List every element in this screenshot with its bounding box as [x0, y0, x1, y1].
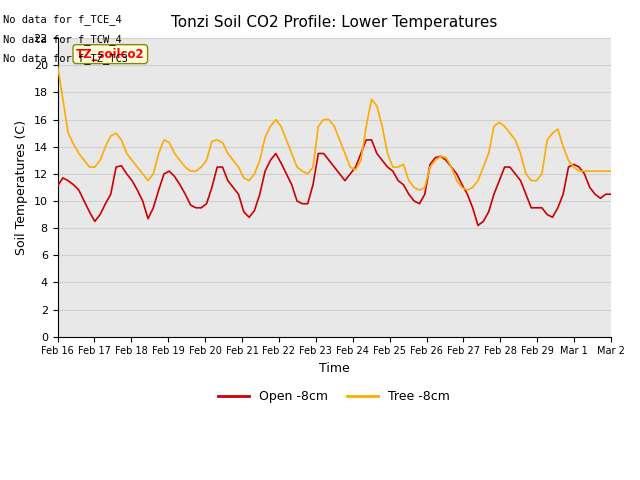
Text: TZ_soilco2: TZ_soilco2: [76, 48, 145, 60]
Text: No data for f_TCW_4: No data for f_TCW_4: [3, 34, 122, 45]
Title: Tonzi Soil CO2 Profile: Lower Temperatures: Tonzi Soil CO2 Profile: Lower Temperatur…: [171, 15, 497, 30]
Legend: Open -8cm, Tree -8cm: Open -8cm, Tree -8cm: [213, 385, 455, 408]
Y-axis label: Soil Temperatures (C): Soil Temperatures (C): [15, 120, 28, 255]
Text: No data for f_TCE_4: No data for f_TCE_4: [3, 14, 122, 25]
X-axis label: Time: Time: [319, 362, 349, 375]
Text: No data for f_TZ_TC3: No data for f_TZ_TC3: [3, 53, 128, 64]
